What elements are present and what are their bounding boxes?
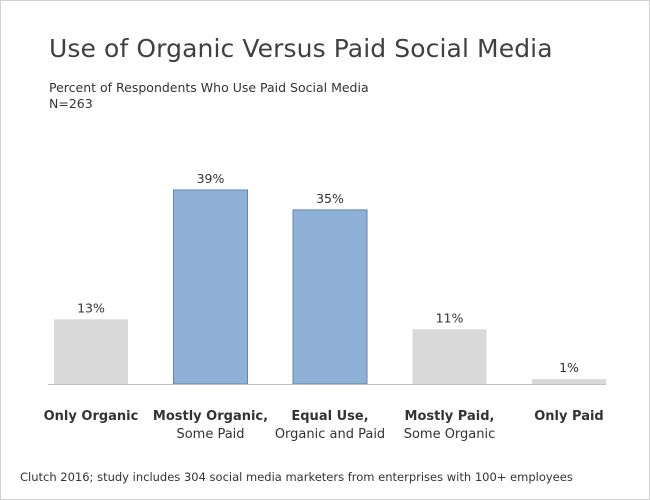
footnote: Clutch 2016; study includes 304 social m… xyxy=(20,470,573,484)
category-label-1-1: Some Paid xyxy=(176,427,244,442)
value-label-4: 1% xyxy=(559,360,579,375)
subtitle-line-1: Percent of Respondents Who Use Paid Soci… xyxy=(49,80,369,95)
value-label-2: 35% xyxy=(316,191,344,206)
bar-0 xyxy=(54,319,128,384)
category-label-2-0: Equal Use, xyxy=(291,409,368,424)
category-label-3-1: Some Organic xyxy=(404,427,496,442)
bar-3 xyxy=(412,329,487,384)
category-label-3-0: Mostly Paid, xyxy=(405,409,495,424)
category-label-0-0: Only Organic xyxy=(44,409,139,424)
value-label-0: 13% xyxy=(77,300,105,315)
bar-4 xyxy=(532,379,606,384)
category-label-2-1: Organic and Paid xyxy=(275,427,385,442)
category-label-4-0: Only Paid xyxy=(534,409,603,424)
subtitle-line-2: N=263 xyxy=(49,96,93,111)
value-label-1: 39% xyxy=(197,171,225,186)
chart-title: Use of Organic Versus Paid Social Media xyxy=(49,34,553,63)
bar-2 xyxy=(292,209,368,385)
category-label-1-0: Mostly Organic, xyxy=(153,409,268,424)
chart-subtitle: Percent of Respondents Who Use Paid Soci… xyxy=(49,80,369,112)
bar-1 xyxy=(173,189,248,385)
value-label-3: 11% xyxy=(436,310,464,325)
